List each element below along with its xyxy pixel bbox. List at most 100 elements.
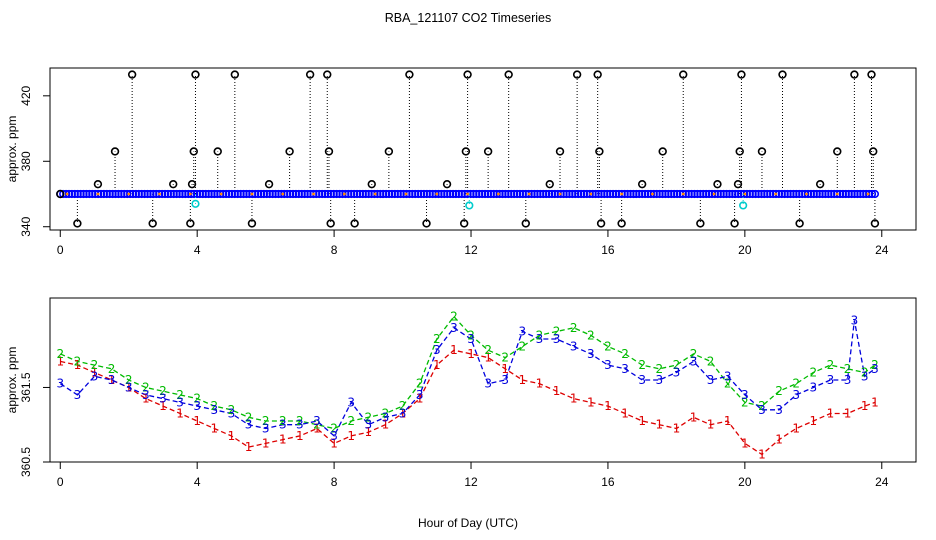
- x-tick-label: 12: [464, 475, 478, 489]
- raw-co2-panel: 0 4 8 12 16 20 24 340 380 420 approx. ppm: [5, 67, 917, 257]
- series-3-marker: 3: [365, 418, 373, 432]
- raw-point: [735, 147, 744, 156]
- series-3-marker: 3: [827, 373, 835, 387]
- series-3-marker: 3: [690, 354, 698, 368]
- baseline-speck: [527, 192, 531, 196]
- baseline-speck: [404, 192, 408, 196]
- raw-point: [285, 147, 294, 156]
- series-2-marker: 2: [655, 362, 663, 376]
- x-tick-label: 0: [57, 475, 64, 489]
- series-1-marker: 1: [690, 410, 698, 424]
- raw-point: [713, 179, 722, 189]
- raw-co2-axes: 0 4 8 12 16 20 24 340 380 420: [19, 85, 889, 257]
- series-1-marker: 1: [56, 354, 64, 368]
- series-3-marker: 3: [501, 373, 509, 387]
- series-1-marker: 1: [587, 395, 595, 409]
- baseline-speck: [589, 192, 593, 196]
- series-3-marker: 3: [741, 388, 749, 402]
- raw-point: [93, 179, 103, 189]
- x-tick-label: 16: [601, 475, 615, 489]
- series-1-marker: 1: [570, 392, 578, 406]
- raw-co2-plot-frame: [49, 67, 917, 231]
- series-3-marker: 3: [399, 407, 407, 421]
- baseline-speck: [219, 192, 223, 196]
- baseline-speck: [805, 192, 808, 196]
- raw-point: [323, 70, 332, 79]
- raw-co2-y-axis-label: approx. ppm: [5, 116, 19, 183]
- raw-point: [593, 70, 602, 79]
- raw-point: [596, 219, 606, 228]
- series-1-marker: 1: [91, 366, 99, 380]
- series-1-marker: 1: [536, 377, 544, 391]
- series-3-marker: 3: [758, 403, 766, 417]
- series-1-marker: 1: [330, 436, 338, 450]
- series-1-marker: 1: [262, 436, 270, 450]
- series-1-marker: 1: [638, 414, 646, 428]
- raw-point: [730, 219, 739, 228]
- series-2-marker: 2: [159, 384, 167, 398]
- series-2-marker: 2: [228, 403, 236, 417]
- baseline-speck: [497, 192, 500, 196]
- raw-point: [56, 189, 65, 199]
- series-1-marker: 1: [279, 433, 287, 447]
- raw-point: [442, 179, 452, 189]
- series-1-marker: 1: [673, 421, 681, 435]
- baseline-speck: [435, 192, 439, 196]
- raw-point: [483, 147, 493, 156]
- series-2-marker: 2: [741, 395, 749, 409]
- raw-point: [737, 70, 746, 79]
- series-2-marker: 2: [707, 354, 715, 368]
- series-2-marker: 2: [775, 384, 783, 398]
- series-2-marker: 2: [809, 366, 817, 380]
- series-1-marker: 1: [724, 414, 732, 428]
- raw-point: [127, 70, 137, 79]
- baseline-point: [870, 189, 880, 199]
- dip-point: [191, 199, 200, 208]
- series-2-marker: 2: [210, 399, 218, 413]
- series-2-marker: 2: [296, 414, 304, 428]
- series-2-marker: 2: [536, 328, 544, 342]
- raw-co2-marks: [56, 70, 880, 228]
- series-1-marker: 1: [125, 380, 133, 394]
- series-1-marker: 1: [142, 392, 150, 406]
- raw-point: [305, 70, 315, 79]
- series-2-marker: 2: [553, 325, 561, 339]
- series-2-marker: 2: [91, 358, 99, 372]
- baseline-speck: [774, 192, 778, 196]
- series-2-marker: 2: [193, 392, 201, 406]
- series-1-marker: 1: [159, 399, 167, 413]
- series-3-marker: 3: [313, 414, 321, 428]
- raw-point: [833, 147, 842, 156]
- x-tick-label: 24: [875, 475, 889, 489]
- baseline-speck: [373, 192, 377, 196]
- x-tick-label: 0: [57, 243, 64, 257]
- x-tick-label: 4: [194, 243, 201, 257]
- series-2-marker: 2: [142, 380, 150, 394]
- raw-point: [264, 179, 274, 189]
- series-1-marker: 1: [553, 384, 561, 398]
- series-1-marker: 1: [707, 418, 715, 432]
- x-tick-label: 20: [738, 475, 752, 489]
- series-2-marker: 2: [604, 339, 612, 353]
- baseline-speck: [651, 192, 654, 196]
- raw-point: [555, 147, 565, 156]
- x-tick-label: 4: [194, 475, 201, 489]
- series-3-marker: 3: [638, 373, 646, 387]
- raw-point: [658, 147, 667, 156]
- series-2-marker: 2: [108, 362, 116, 376]
- series-3-marker: 3: [74, 388, 82, 402]
- series-3-marker: 3: [142, 388, 150, 402]
- series-3-marker: 3: [844, 373, 852, 387]
- raw-point: [367, 179, 376, 189]
- series-3-marker: 3: [604, 358, 612, 372]
- series-2-marker: 2: [245, 410, 253, 424]
- series-3-marker: 3: [775, 403, 783, 417]
- series-3-marker: 3: [851, 313, 859, 327]
- raw-point: [815, 179, 825, 189]
- series-3-marker: 3: [228, 407, 236, 421]
- series-2-marker: 2: [347, 414, 355, 428]
- series-3-marker: 3: [707, 373, 715, 387]
- series-1-marker: 1: [467, 347, 475, 361]
